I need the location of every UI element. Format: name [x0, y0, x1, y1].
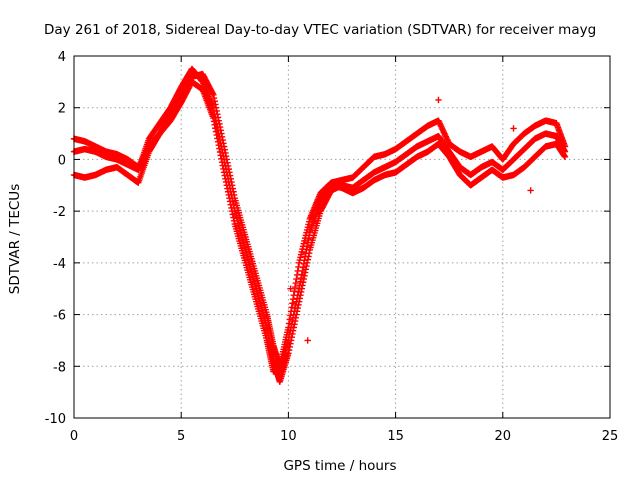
- chart-title: Day 261 of 2018, Sidereal Day-to-day VTE…: [44, 22, 596, 38]
- y-tick-label: -10: [45, 412, 66, 427]
- y-tick-label: -2: [53, 205, 66, 220]
- y-tick-label: 0: [58, 153, 66, 168]
- data-point-marker: [287, 285, 294, 292]
- grid-lines: [74, 56, 610, 418]
- axis-ticks: 0 5 10 15 20 25 -10 -8 -6 -4 -2 0 2 4: [45, 50, 619, 444]
- x-tick-label: 0: [70, 429, 78, 444]
- data-point-marker: [527, 187, 534, 194]
- data-points: [70, 65, 569, 385]
- x-tick-label: 15: [387, 429, 404, 444]
- x-tick-label: 10: [280, 429, 297, 444]
- data-point-marker: [561, 153, 569, 161]
- data-point-marker: [435, 96, 442, 104]
- x-axis-label: GPS time / hours: [283, 458, 396, 474]
- data-point-marker: [510, 125, 517, 132]
- y-tick-label: -6: [53, 309, 66, 324]
- y-tick-label: -4: [53, 257, 66, 272]
- y-tick-label: 4: [58, 50, 66, 65]
- x-tick-label: 5: [177, 429, 185, 444]
- plot-frame: [73, 55, 611, 419]
- x-tick-label: 20: [495, 429, 512, 444]
- y-tick-label: 2: [58, 102, 66, 117]
- y-axis-label: SDTVAR / TECUs: [7, 184, 23, 294]
- y-tick-label: -8: [53, 360, 66, 375]
- x-tick-label: 25: [602, 429, 619, 444]
- data-point-marker: [304, 337, 311, 344]
